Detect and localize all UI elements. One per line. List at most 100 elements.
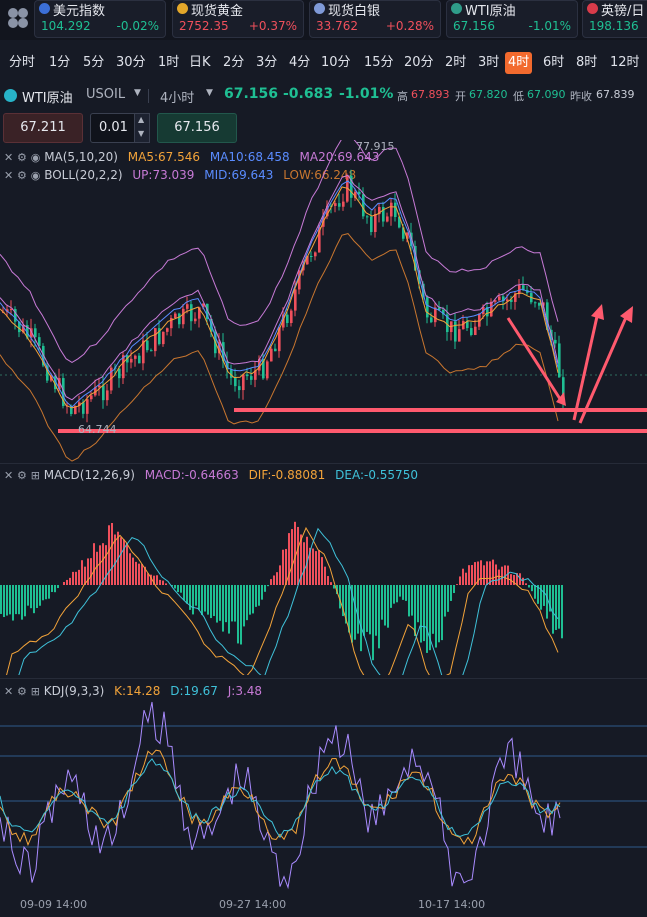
- price-chart[interactable]: [0, 140, 647, 463]
- candle-body: [378, 207, 381, 215]
- candle-body: [354, 191, 357, 198]
- candle-body: [350, 175, 353, 198]
- macd-bar: [513, 575, 515, 585]
- ticker-item[interactable]: 现货黄金 2752.35 +0.37%: [172, 0, 304, 38]
- period-tab[interactable]: 8时: [576, 55, 598, 70]
- macd-bar: [363, 585, 365, 636]
- interval-selector[interactable]: 4小时: [160, 91, 195, 106]
- eye-icon[interactable]: ◉: [30, 151, 41, 164]
- macd-bar: [273, 575, 275, 585]
- ticker-bar: 美元指数 104.292 -0.02% 现货黄金 2752.35 +0.37% 现货白银 33…: [0, 0, 647, 40]
- macd-chart[interactable]: [0, 485, 647, 675]
- candle-body: [26, 325, 29, 338]
- period-tab[interactable]: 分时: [9, 55, 36, 70]
- chevron-down-icon[interactable]: ▼: [206, 88, 213, 98]
- symbol-code[interactable]: USOIL: [86, 87, 126, 102]
- gear-icon[interactable]: ⚙: [17, 151, 27, 164]
- macd-bar: [15, 585, 17, 615]
- chevron-down-icon[interactable]: ▼: [134, 88, 141, 98]
- macd-bar: [315, 551, 317, 585]
- symbol-name[interactable]: WTI原油: [22, 91, 73, 106]
- macd-bar: [33, 585, 35, 614]
- high-value: 67.893: [411, 88, 450, 101]
- period-tab[interactable]: 15分: [364, 55, 394, 70]
- macd-bar: [408, 585, 410, 617]
- buy-price-button[interactable]: 67.156: [157, 113, 237, 143]
- lot-stepper[interactable]: ▲ ▼: [134, 113, 150, 143]
- macd-bar: [237, 585, 239, 644]
- period-tab[interactable]: 20分: [404, 55, 434, 70]
- candle-body: [22, 325, 25, 333]
- plus-box-icon[interactable]: ⊞: [30, 685, 40, 698]
- candle-body: [510, 299, 513, 302]
- candle-body: [446, 314, 449, 333]
- candle-body: [286, 314, 289, 323]
- candle-body: [174, 313, 177, 318]
- candle-body: [502, 296, 505, 302]
- close-icon[interactable]: ✕: [4, 685, 14, 698]
- period-tab[interactable]: 3时: [478, 55, 500, 70]
- macd-bar: [186, 585, 188, 604]
- eye-icon[interactable]: ◉: [30, 169, 41, 182]
- period-tab[interactable]: 30分: [116, 55, 146, 70]
- ticker-value: 2752.35: [179, 19, 229, 33]
- period-tab[interactable]: 5分: [83, 55, 105, 70]
- low-label: 低: [513, 90, 524, 103]
- period-tab[interactable]: 3分: [256, 55, 278, 70]
- period-tab[interactable]: 日K: [189, 55, 211, 70]
- close-icon[interactable]: ✕: [4, 469, 14, 482]
- candle-body: [306, 255, 309, 265]
- candle-body: [546, 302, 549, 330]
- gear-icon[interactable]: ⚙: [17, 685, 27, 698]
- x-axis-label: 09-09 14:00: [20, 898, 88, 911]
- sell-price-button[interactable]: 67.211: [3, 113, 83, 143]
- lot-input[interactable]: 0.01: [90, 113, 138, 143]
- close-icon[interactable]: ✕: [4, 151, 14, 164]
- period-tab[interactable]: 10分: [321, 55, 351, 70]
- period-tab[interactable]: 1分: [49, 55, 71, 70]
- plus-box-icon[interactable]: ⊞: [30, 469, 40, 482]
- macd-bar: [102, 543, 104, 585]
- candle-body: [318, 226, 321, 253]
- macd-bar: [42, 585, 44, 601]
- macd-bar: [390, 585, 392, 608]
- candle-body: [110, 367, 113, 391]
- period-tab[interactable]: 4分: [289, 55, 311, 70]
- close-icon[interactable]: ✕: [4, 169, 14, 182]
- period-tab[interactable]: 4时: [505, 52, 533, 74]
- ticker-item[interactable]: 英镑/日 198.136: [582, 0, 647, 38]
- stepper-down-icon[interactable]: ▼: [138, 129, 145, 138]
- period-tab[interactable]: 6时: [543, 55, 565, 70]
- macd-bar: [531, 585, 533, 592]
- ticker-item[interactable]: WTI原油 67.156 -1.01%: [446, 0, 578, 38]
- kdj-chart[interactable]: [0, 700, 647, 895]
- price-change: -0.683: [283, 86, 334, 102]
- macd-bar: [174, 585, 176, 589]
- grid-menu-icon[interactable]: [6, 6, 30, 30]
- candle-body: [130, 358, 133, 363]
- macd-bar: [399, 585, 401, 597]
- macd-bar: [540, 585, 542, 610]
- macd-bar: [366, 585, 368, 632]
- candle-body: [386, 216, 389, 222]
- gear-icon[interactable]: ⚙: [17, 469, 27, 482]
- candle-body: [170, 317, 173, 329]
- macd-bar: [393, 585, 395, 604]
- max-price-label: 77.915: [356, 140, 395, 153]
- dif-value: DIF:-0.88081: [248, 468, 326, 482]
- period-tab[interactable]: 1时: [158, 55, 180, 70]
- period-tab[interactable]: 2分: [223, 55, 245, 70]
- macd-bar: [135, 561, 137, 585]
- ticker-item[interactable]: 美元指数 104.292 -0.02%: [34, 0, 166, 38]
- macd-bar: [270, 579, 272, 585]
- kdj-label: KDJ(9,3,3): [43, 684, 105, 698]
- ticker-item[interactable]: 现货白银 33.762 +0.28%: [309, 0, 441, 38]
- macd-bar: [348, 585, 350, 633]
- period-tab[interactable]: 12时: [610, 55, 640, 70]
- stepper-up-icon[interactable]: ▲: [138, 115, 145, 124]
- period-tab[interactable]: 2时: [445, 55, 467, 70]
- gear-icon[interactable]: ⚙: [17, 169, 27, 182]
- candle-body: [430, 317, 433, 323]
- macd-bar: [246, 585, 248, 621]
- candle-body: [558, 343, 561, 378]
